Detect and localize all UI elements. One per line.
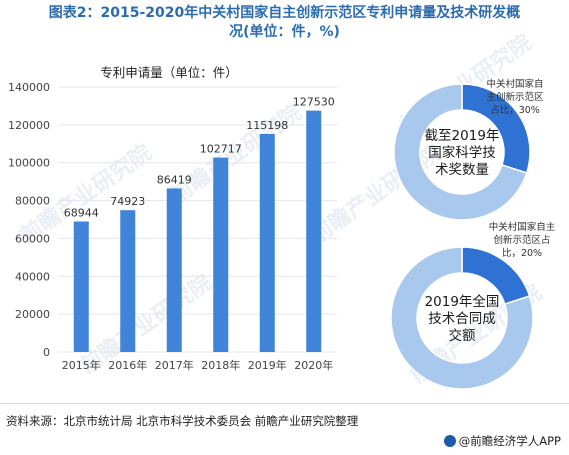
brand-text: @前瞻经济学人APP <box>458 434 561 448</box>
brand-credit: @前瞻经济学人APP <box>443 433 561 449</box>
x-tick-label: 2016年 <box>108 358 147 372</box>
y-tick-label: 100000 <box>8 157 50 170</box>
x-tick-label: 2015年 <box>62 358 101 372</box>
donut-annotation: 创新示范区占 <box>493 234 550 246</box>
bar-value-label: 102717 <box>200 143 242 156</box>
y-tick-label: 20000 <box>15 308 50 321</box>
bar-data-labels: 68944 74923 86419 102717 115198 127530 <box>64 96 335 220</box>
donut-annotation: 占比，30% <box>490 104 540 116</box>
bar-value-label: 115198 <box>246 119 288 132</box>
page-title: 图表2：2015-2020年中关村国家自主创新示范区专利申请量及技术研发概 况(… <box>0 4 569 42</box>
bar-value-label: 68944 <box>64 206 99 219</box>
donut-center-label: 术奖数量 <box>435 161 489 178</box>
bar-grid <box>58 86 337 353</box>
bar <box>166 188 182 352</box>
bar <box>120 210 136 352</box>
bar-value-label: 86419 <box>157 173 192 186</box>
bar <box>73 221 89 352</box>
footer-divider <box>0 403 569 404</box>
bar-value-label: 74923 <box>110 195 145 208</box>
donut-annotation: 比，20% <box>502 247 542 259</box>
y-tick-label: 40000 <box>15 270 50 283</box>
x-tick-label: 2020年 <box>294 358 333 372</box>
donut-annotation: 主创新示范区 <box>486 91 544 103</box>
y-tick-label: 120000 <box>8 119 50 132</box>
bar-x-axis: 2015年 2016年 2017年 2018年 2019年 2020年 <box>62 358 334 372</box>
donut-center-label: 截至2019年 <box>425 128 500 144</box>
pie-slice <box>390 246 534 390</box>
donut-annotation: 中关村国家自主 <box>489 221 556 233</box>
donut-center-label: 国家科学技 <box>428 144 496 161</box>
bar-value-label: 127530 <box>293 96 335 109</box>
donut-center-label: 交额 <box>449 327 476 344</box>
pie-slice <box>393 83 528 221</box>
bar <box>213 157 229 352</box>
bar-series <box>73 110 322 352</box>
brand-logo-icon <box>443 435 456 447</box>
x-tick-label: 2017年 <box>155 358 194 372</box>
donut-annotation: 中关村国家自 <box>486 78 543 90</box>
y-tick-label: 60000 <box>15 232 50 245</box>
donut-center-label: 2019年全国 <box>425 293 500 310</box>
y-tick-label: 80000 <box>15 195 50 208</box>
bar <box>259 133 275 352</box>
title-line-1: 图表2：2015-2020年中关村国家自主创新示范区专利申请量及技术研发概 <box>48 5 521 21</box>
bar <box>306 110 322 352</box>
x-tick-label: 2019年 <box>248 358 287 372</box>
y-tick-label: 140000 <box>8 81 50 94</box>
bar-chart-title: 专利申请量（单位：件） <box>100 65 238 80</box>
x-tick-label: 2018年 <box>201 358 240 372</box>
source-note: 资料来源：北京市统计局 北京市科学技术委员会 前瞻产业研究院整理 <box>6 414 359 428</box>
title-line-2: 况(单位：件，%) <box>229 24 340 40</box>
donut-center-label: 技术合同成 <box>428 311 496 327</box>
y-tick-label: 0 <box>43 346 50 359</box>
bar-y-axis: 0 20000 40000 60000 80000 100000 120000 140000 <box>8 81 50 359</box>
